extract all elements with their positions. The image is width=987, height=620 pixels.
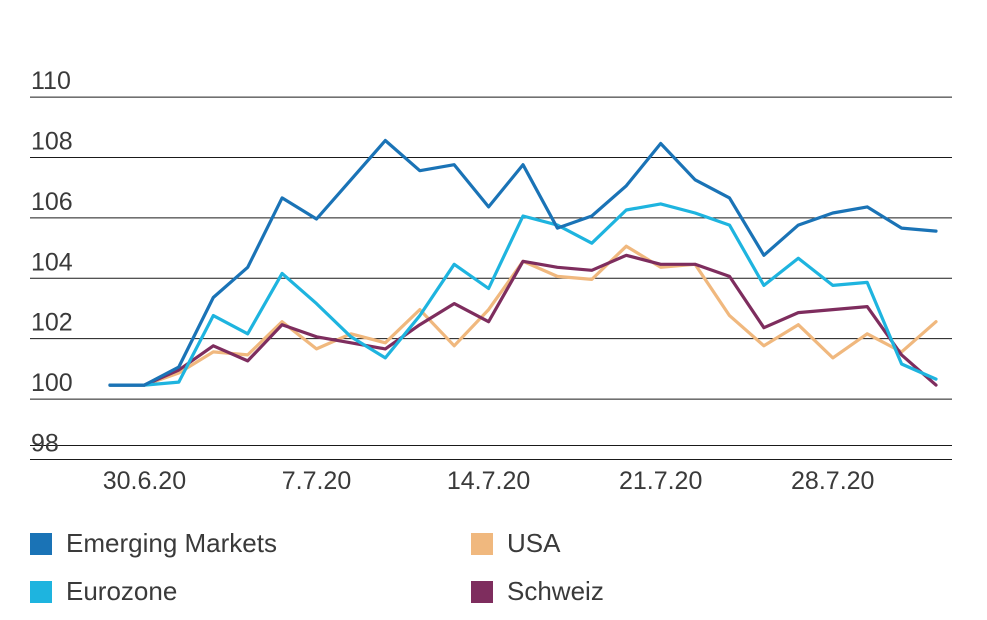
series-line-emerging-markets: [108, 138, 938, 387]
x-tick-label: 7.7.20: [282, 467, 352, 495]
y-tick-label: 106: [31, 188, 73, 216]
y-tick-label: 98: [31, 429, 59, 457]
series-lines: [108, 138, 938, 387]
series-line-eurozone: [108, 202, 938, 387]
y-tick-label: 108: [31, 127, 73, 155]
y-tick-label: 110: [31, 67, 71, 95]
x-tick-label: 21.7.20: [619, 467, 702, 495]
series-line-schweiz: [108, 253, 938, 387]
x-tick-label: 28.7.20: [791, 467, 874, 495]
series-line-usa: [108, 244, 938, 387]
x-tick-label: 14.7.20: [447, 467, 530, 495]
x-axis-ticks: 30.6.20 7.7.20 14.7.20 21.7.20 28.7.20: [103, 467, 875, 495]
gridlines: [30, 96, 952, 460]
y-tick-label: 100: [31, 369, 73, 397]
x-tick-label: 30.6.20: [103, 467, 186, 495]
y-axis-ticks: 98 100 102 104 106 108 110: [31, 67, 73, 457]
y-tick-label: 102: [31, 309, 73, 337]
y-tick-label: 104: [31, 248, 73, 276]
